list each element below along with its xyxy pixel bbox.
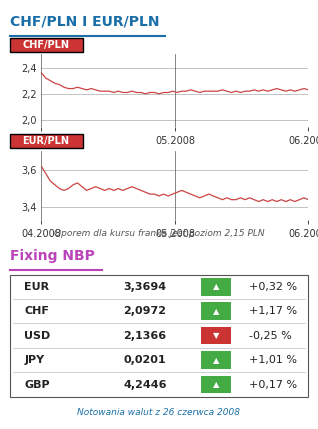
Text: 2,0972: 2,0972 (123, 306, 166, 316)
Text: 2,1366: 2,1366 (123, 331, 166, 341)
FancyBboxPatch shape (10, 275, 308, 397)
FancyBboxPatch shape (10, 38, 83, 52)
Text: -0,25 %: -0,25 % (249, 331, 291, 341)
Text: CHF/PLN I EUR/PLN: CHF/PLN I EUR/PLN (10, 14, 159, 28)
Text: JPY: JPY (24, 355, 45, 365)
Text: +1,01 %: +1,01 % (249, 355, 297, 365)
Text: ▲: ▲ (212, 380, 219, 389)
Text: 4,2446: 4,2446 (123, 380, 167, 390)
FancyBboxPatch shape (201, 327, 231, 344)
Text: 3,3694: 3,3694 (123, 282, 166, 292)
Text: CHF/PLN: CHF/PLN (23, 40, 70, 50)
FancyBboxPatch shape (10, 134, 83, 148)
Text: Fixing NBP: Fixing NBP (10, 249, 94, 263)
FancyBboxPatch shape (201, 278, 231, 296)
Text: ▼: ▼ (212, 331, 219, 340)
FancyBboxPatch shape (201, 302, 231, 320)
FancyBboxPatch shape (201, 351, 231, 369)
Text: ▲: ▲ (212, 282, 219, 291)
Text: +0,17 %: +0,17 % (249, 380, 297, 390)
Text: Oporem dla kursu franka jest poziom 2,15 PLN: Oporem dla kursu franka jest poziom 2,15… (54, 229, 264, 238)
Text: +1,17 %: +1,17 % (249, 306, 297, 316)
Text: EUR/PLN: EUR/PLN (23, 136, 70, 146)
Text: ▲: ▲ (212, 307, 219, 316)
Text: Notowania walut z 26 czerwca 2008: Notowania walut z 26 czerwca 2008 (78, 408, 240, 417)
Text: GBP: GBP (24, 380, 50, 390)
Text: USD: USD (24, 331, 51, 341)
Text: +0,32 %: +0,32 % (249, 282, 297, 292)
Text: EUR: EUR (24, 282, 50, 292)
Text: ▲: ▲ (212, 356, 219, 365)
Text: CHF: CHF (24, 306, 49, 316)
Text: 0,0201: 0,0201 (123, 355, 166, 365)
FancyBboxPatch shape (201, 376, 231, 393)
